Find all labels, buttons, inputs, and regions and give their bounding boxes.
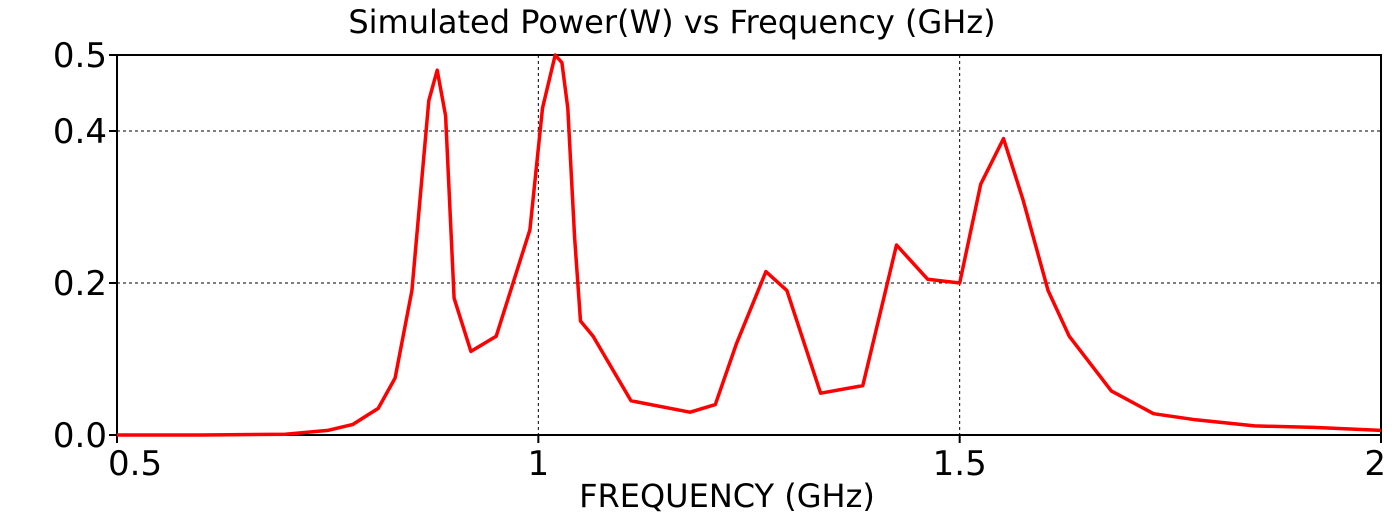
x-tick-label: 1	[528, 444, 550, 484]
x-axis-label: FREQUENCY (GHz)	[579, 477, 875, 515]
chart-title: Simulated Power(W) vs Frequency (GHz)	[348, 3, 995, 41]
y-tick-label: 0.5	[53, 36, 107, 76]
x-tick-label: 2	[1364, 444, 1386, 484]
x-tick-label: 0.5	[108, 444, 162, 484]
x-tick-label: 1.5	[933, 444, 987, 484]
y-tick-label: 0.4	[53, 112, 107, 152]
plot-area-frame	[116, 54, 1382, 436]
y-tick-label: 0.0	[53, 416, 107, 456]
y-axis-ticks: 0.0 0.2 0.4 0.5	[53, 36, 117, 456]
grid-lines	[117, 55, 1381, 435]
x-axis-ticks: 0.5 1 1.5 2	[108, 435, 1386, 484]
y-tick-label: 0.2	[53, 264, 107, 304]
power-series-line	[117, 53, 1382, 437]
